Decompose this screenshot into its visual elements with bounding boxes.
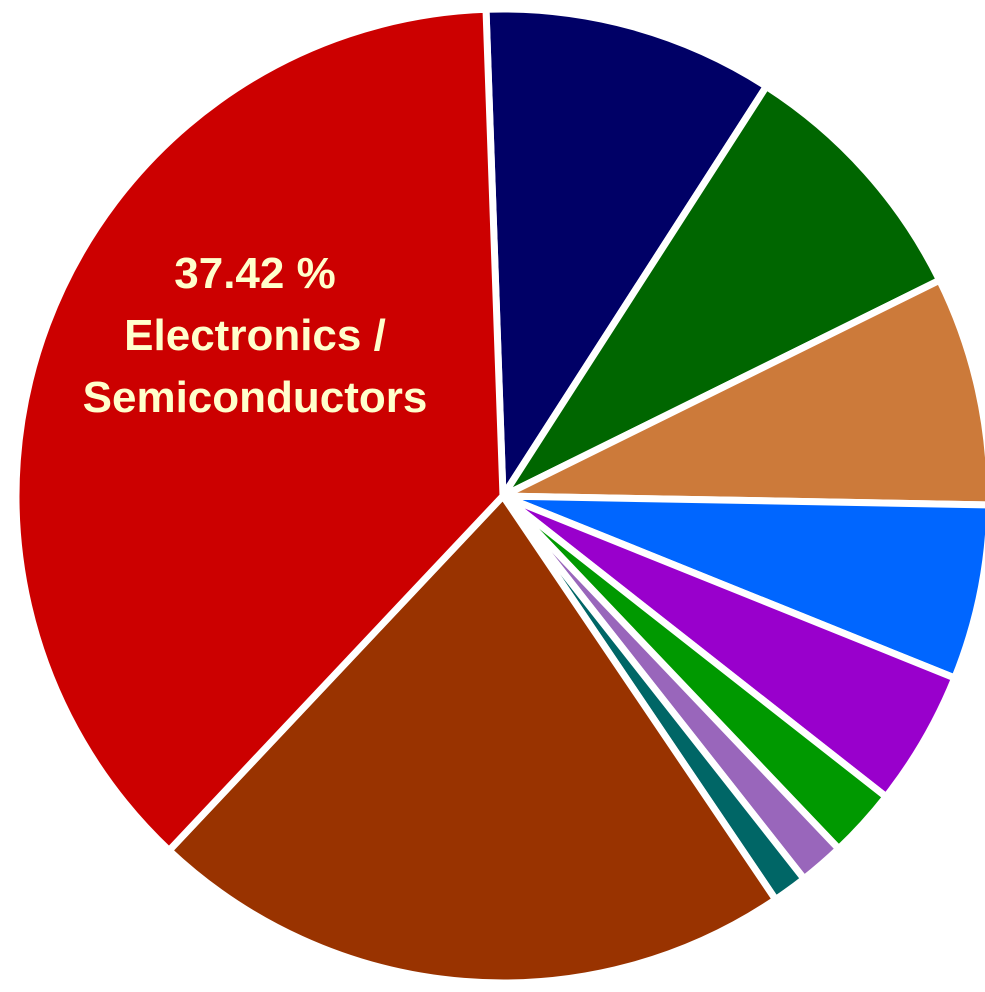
electronics-semiconductors-slice-label: 37.42 % Electronics / Semiconductors <box>0 243 510 429</box>
pie-slice-1 <box>493 81 945 505</box>
pie-slice-9 <box>12 5 507 856</box>
pie-slice-8 <box>164 490 781 987</box>
pie-slice-0 <box>482 5 772 508</box>
slice-label-percent: 37.42 % <box>174 249 336 298</box>
slice-label-category-line-1: Electronics / <box>124 311 386 360</box>
slice-label-category-line-2: Semiconductors <box>82 373 428 422</box>
pie-slice-2 <box>501 275 985 509</box>
